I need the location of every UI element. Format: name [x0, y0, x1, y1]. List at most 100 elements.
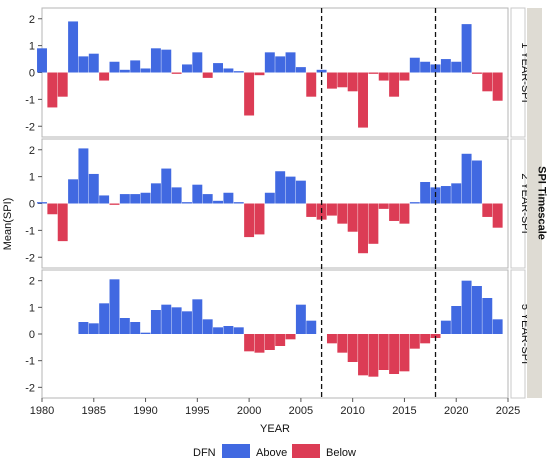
bar-5-year-spi-1987 [109, 279, 120, 334]
bar-1-year-spi-1981 [47, 72, 58, 108]
bar-2-year-spi-2008 [326, 203, 337, 216]
bar-5-year-spi-1996 [202, 319, 213, 334]
bar-1-year-spi-1983 [68, 21, 79, 73]
bar-5-year-spi-1991 [150, 310, 161, 334]
bar-1-year-spi-2020 [451, 61, 462, 73]
bar-5-year-spi-2022 [471, 286, 482, 334]
y-tick-label: 2 [29, 14, 35, 26]
bar-1-year-spi-1990 [140, 68, 151, 73]
bar-1-year-spi-1989 [130, 60, 141, 73]
panels-layer: -2 -1 0 1 2 -2 -1 0 1 2 -2 -1 0 1 2 [25, 7, 509, 399]
panel-3: -2 -1 0 1 2 [25, 269, 509, 399]
y-tick-label: 1 [29, 302, 35, 314]
x-tick-label: 1995 [185, 405, 209, 417]
bar-2-year-spi-1990 [140, 192, 151, 204]
bar-1-year-spi-1993 [171, 72, 182, 74]
bar-5-year-spi-1998 [223, 326, 234, 334]
bar-2-year-spi-2017 [420, 182, 431, 204]
bar-2-year-spi-1993 [171, 187, 182, 204]
bar-5-year-spi-2021 [461, 280, 472, 334]
facet-strip [510, 269, 526, 399]
bar-2-year-spi-2006 [306, 203, 317, 217]
bar-2-year-spi-1983 [68, 179, 79, 204]
bar-1-year-spi-1987 [109, 61, 120, 73]
y-tick-label: -1 [25, 356, 35, 368]
bar-1-year-spi-1982 [57, 72, 68, 97]
bar-5-year-spi-2004 [285, 334, 296, 340]
bar-5-year-spi-1986 [99, 303, 110, 334]
bar-5-year-spi-2015 [399, 334, 410, 372]
bar-2-year-spi-2004 [285, 176, 296, 204]
bar-1-year-spi-2004 [285, 52, 296, 73]
bar-1-year-spi-1985 [88, 53, 99, 73]
bar-1-year-spi-1980 [37, 48, 47, 73]
bar-2-year-spi-1984 [78, 148, 89, 204]
bar-5-year-spi-1997 [213, 327, 224, 334]
bar-1-year-spi-1999 [233, 71, 244, 73]
x-tick-label: 2020 [444, 405, 468, 417]
y-tick-label: 0 [29, 68, 35, 80]
bar-1-year-spi-1984 [78, 56, 89, 73]
bar-2-year-spi-1996 [202, 194, 213, 204]
facet-group-strip [527, 8, 542, 398]
y-tick-label: -1 [25, 94, 35, 106]
bar-2-year-spi-2024 [492, 203, 503, 228]
bar-1-year-spi-2012 [368, 72, 379, 74]
bar-5-year-spi-1990 [140, 332, 151, 334]
bar-5-year-spi-2011 [358, 334, 368, 376]
bar-5-year-spi-2020 [451, 306, 462, 334]
bar-1-year-spi-2008 [326, 72, 337, 89]
y-tick-label: -2 [25, 382, 35, 394]
bar-5-year-spi-2001 [254, 334, 265, 353]
bar-5-year-spi-2000 [244, 334, 255, 352]
bar-1-year-spi-2019 [440, 59, 451, 73]
bar-2-year-spi-1985 [88, 173, 99, 204]
facet-strip [510, 138, 526, 269]
legend-title: DFN [193, 447, 216, 459]
bar-1-year-spi-2009 [337, 72, 348, 88]
facet-strip [510, 7, 526, 138]
bar-5-year-spi-2012 [368, 334, 379, 377]
x-tick-label: 2025 [496, 405, 520, 417]
bar-2-year-spi-1992 [161, 168, 172, 204]
bar-1-year-spi-2010 [347, 72, 358, 92]
bar-2-year-spi-1994 [182, 202, 192, 204]
bar-5-year-spi-2002 [264, 334, 275, 350]
bar-2-year-spi-2003 [275, 171, 286, 204]
bar-2-year-spi-1989 [130, 194, 141, 204]
bar-5-year-spi-1992 [161, 304, 172, 334]
bar-1-year-spi-2007 [316, 69, 327, 73]
bar-5-year-spi-2013 [378, 334, 389, 370]
bar-2-year-spi-1995 [192, 184, 203, 204]
bar-2-year-spi-2021 [461, 153, 472, 204]
bar-2-year-spi-2019 [440, 186, 451, 204]
bar-5-year-spi-2005 [295, 304, 306, 334]
bar-5-year-spi-2014 [389, 334, 400, 374]
bar-2-year-spi-2012 [368, 203, 379, 244]
bar-5-year-spi-1988 [119, 318, 130, 334]
bar-1-year-spi-1996 [202, 72, 213, 78]
bar-1-year-spi-1986 [99, 72, 110, 81]
y-tick-label: 0 [29, 199, 35, 211]
bar-2-year-spi-1980 [37, 202, 47, 204]
bar-2-year-spi-1991 [150, 183, 161, 204]
panel-1: -2 -1 0 1 2 [25, 7, 509, 138]
bar-2-year-spi-1988 [119, 194, 130, 204]
bar-1-year-spi-2023 [482, 72, 493, 92]
bar-1-year-spi-2003 [275, 56, 286, 73]
bar-1-year-spi-2005 [295, 67, 306, 73]
bar-1-year-spi-1997 [213, 63, 224, 73]
bar-5-year-spi-2003 [275, 334, 286, 346]
y-tick-label: 2 [29, 276, 35, 288]
facet-group-title: SPI Timescale [536, 166, 548, 240]
y-tick-label: 0 [29, 329, 35, 341]
panel-2: -2 -1 0 1 2 [25, 138, 509, 269]
bar-5-year-spi-2024 [492, 319, 503, 334]
x-tick-label: 1990 [133, 405, 157, 417]
bar-5-year-spi-1995 [192, 299, 203, 334]
bar-1-year-spi-2016 [409, 57, 420, 73]
bar-2-year-spi-2001 [254, 203, 265, 235]
bar-1-year-spi-1992 [161, 49, 172, 73]
